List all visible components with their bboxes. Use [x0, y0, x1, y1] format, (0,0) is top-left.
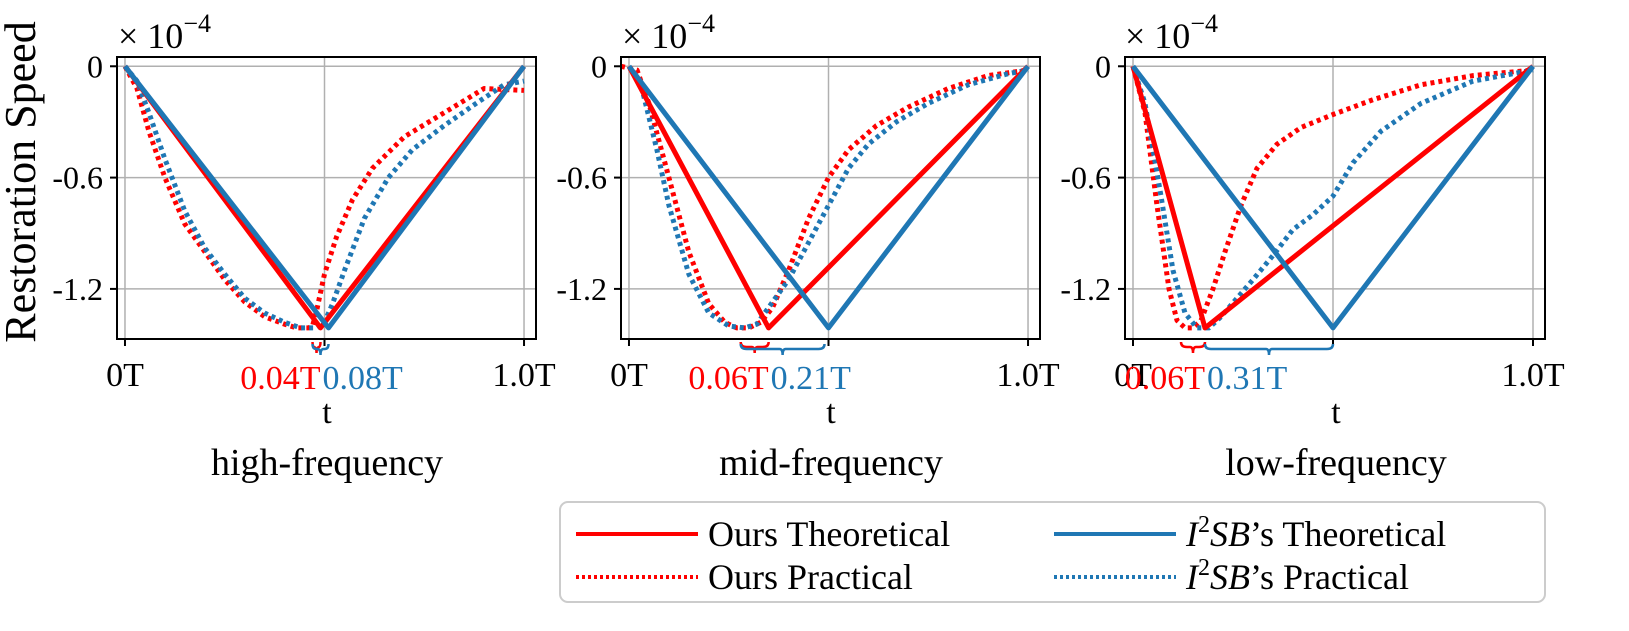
series-ours-theoretical [1130, 64, 1535, 331]
legend-box [559, 501, 1546, 603]
legend-label-ours-theoretical: Ours Theoretical [708, 514, 950, 554]
y-tick-label: -1.2 [1060, 271, 1111, 307]
y-tick-label: -1.2 [52, 271, 103, 307]
series-ours-theoretical [626, 64, 1030, 331]
x-tick-label: 0T [1114, 357, 1152, 394]
y-tick-label: 0 [1095, 48, 1111, 84]
panel-title: low-frequency [1225, 442, 1447, 484]
series-i2sb-s-theoretical [627, 64, 1030, 331]
annotation-label-i2sb: 0.21T [771, 360, 852, 397]
y-tick-label: -0.6 [52, 160, 103, 196]
scale-label: × 10−4 [118, 9, 211, 56]
axes-frame [116, 56, 537, 340]
scale-label: × 10−4 [1125, 9, 1218, 56]
y-tick-label: 0 [591, 48, 607, 84]
annotation-brace-i2sb [1203, 343, 1335, 356]
annotation-label-ours: 0.06T [688, 360, 769, 397]
y-tick-label: 0 [87, 48, 103, 84]
series-i2sb-s-practical [123, 64, 525, 331]
y-tick-label: -0.6 [556, 160, 607, 196]
scale-label: × 10−4 [622, 9, 715, 56]
annotation-brace-i2sb [739, 343, 826, 356]
x-tick-label: 1.0T [1501, 357, 1565, 394]
x-tick-label: 1.0T [492, 357, 556, 394]
annotation-brace-i2sb [311, 343, 330, 356]
panel-low-frequency: × 10−4 low-frequency t 0T 1.0T 0 -0.6 -1.2 0.… [1060, 9, 1565, 484]
legend: Ours Theoretical Ours Practical I2SB’s T… [559, 501, 1546, 603]
legend-label-ours-practical: Ours Practical [708, 557, 913, 597]
series-i2sb-s-practical [1130, 65, 1534, 331]
panel-mid-frequency: × 10−4 mid-frequency t 0T 1.0T 0 -0.6 -1.2 0.… [556, 9, 1060, 484]
series-i2sb-s-theoretical [1131, 64, 1535, 331]
annotation-label-i2sb: 0.08T [323, 360, 404, 397]
x-axis-label: t [826, 394, 836, 431]
legend-label-i2sb-practical: I2SB’s Practical [1185, 555, 1409, 597]
x-tick-label: 1.0T [996, 357, 1060, 394]
annotation-label-i2sb: 0.31T [1207, 360, 1288, 397]
series-i2sb-s-theoretical [123, 64, 527, 331]
legend-label-i2sb-theoretical: I2SB’s Theoretical [1185, 512, 1446, 554]
y-tick-label: -0.6 [1060, 160, 1111, 196]
axes-frame [620, 56, 1041, 340]
panel-title: mid-frequency [719, 442, 943, 484]
x-tick-label: 0T [106, 357, 144, 394]
series-i2sb-s-practical [626, 64, 1029, 331]
x-tick-label: 0T [610, 357, 648, 394]
panel-title: high-frequency [211, 442, 443, 484]
annotation-brace-ours [739, 341, 770, 354]
annotation-label-ours: 0.06T [1125, 360, 1206, 397]
y-axis-label: Restoration Speed [0, 21, 45, 342]
x-axis-label: t [1331, 394, 1341, 431]
annotation-label-ours: 0.04T [240, 360, 321, 397]
series-ours-practical [620, 63, 1029, 331]
x-axis-label: t [322, 394, 332, 431]
panel-high-frequency: × 10−4 high-frequency t 0T 1.0T 0 -0.6 -1.2 0… [52, 9, 556, 484]
annotation-brace-ours [1179, 341, 1207, 354]
axes-frame [1124, 56, 1546, 340]
series-ours-practical [1130, 65, 1534, 331]
y-tick-label: -1.2 [556, 271, 607, 307]
